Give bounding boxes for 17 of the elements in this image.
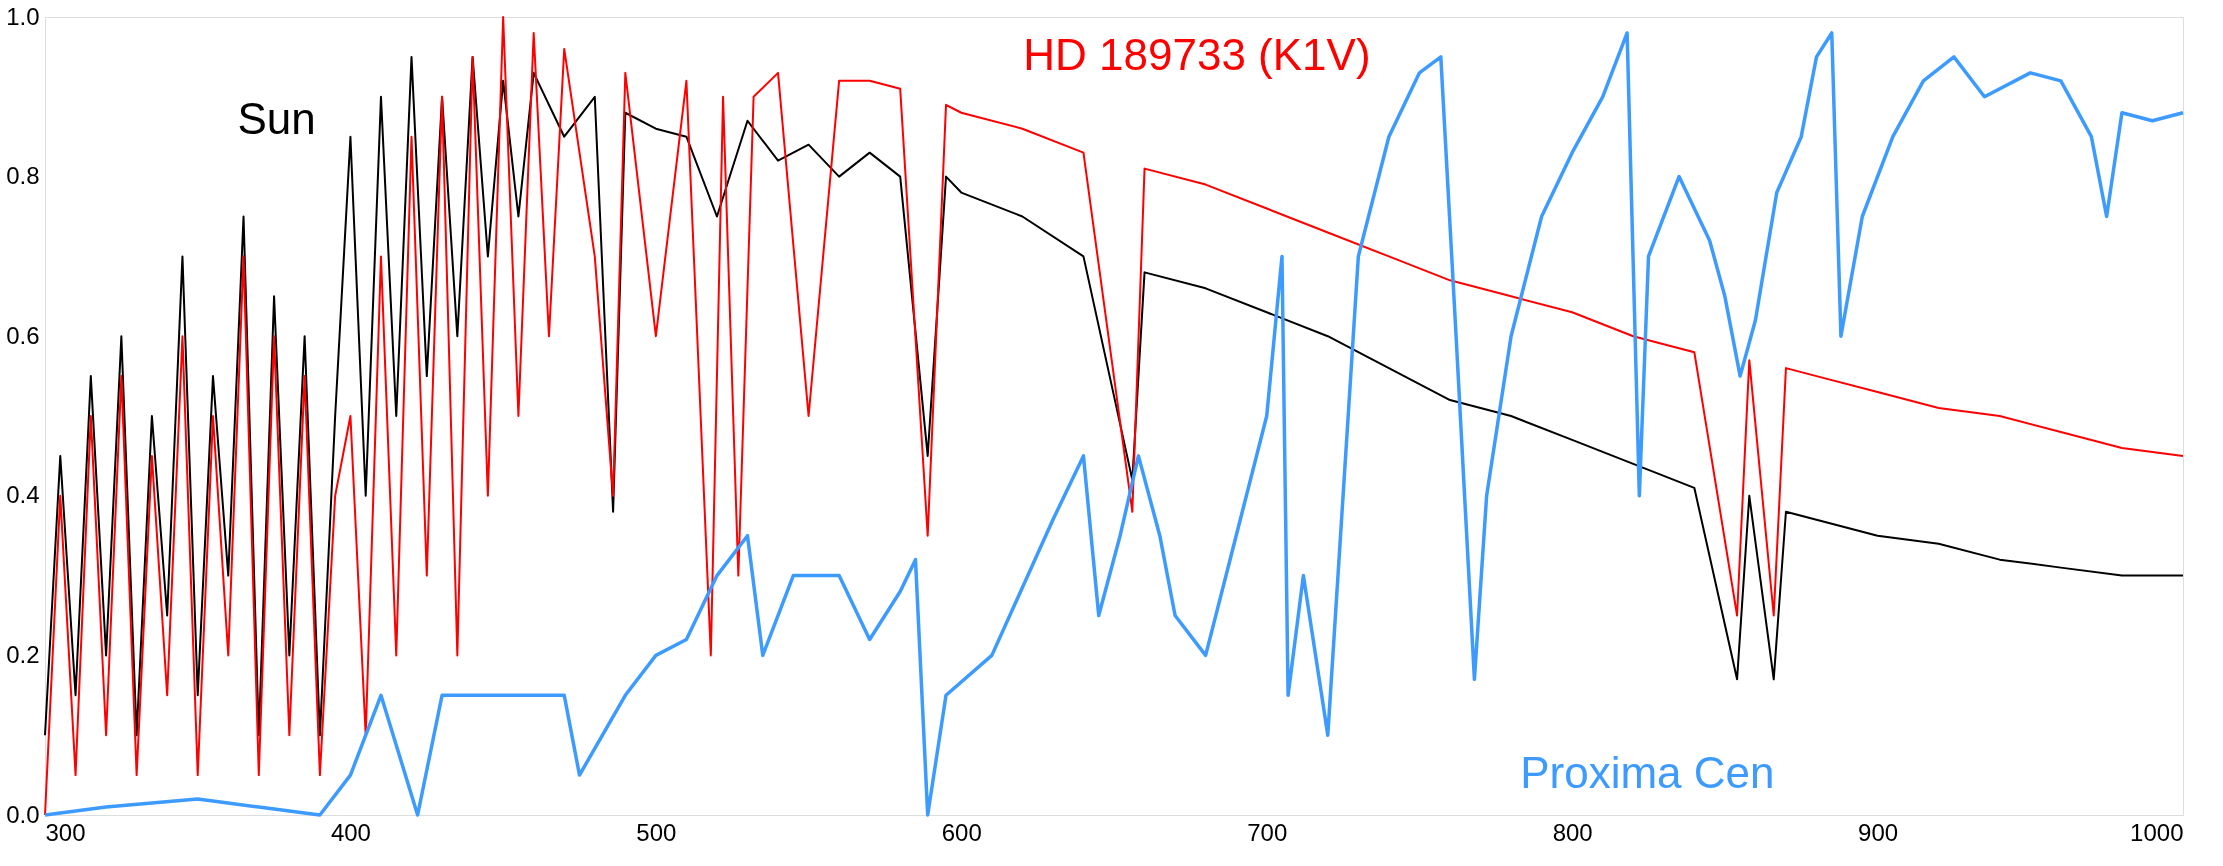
x-tick-label: 600 <box>941 818 982 846</box>
x-tick-label: 700 <box>1247 818 1288 846</box>
y-tick-label: 0.6 <box>6 321 40 349</box>
x-tick-label: 300 <box>45 818 86 846</box>
x-tick-label: 900 <box>1858 818 1899 846</box>
y-tick-label: 0.2 <box>6 640 40 668</box>
y-tick-label: 1.0 <box>6 2 40 30</box>
x-tick-label: 400 <box>330 818 371 846</box>
x-tick-label: 1000 <box>2130 818 2184 846</box>
y-tick-label: 0.8 <box>6 162 40 190</box>
series-label: HD 189733 (K1V) <box>1023 29 1371 79</box>
y-tick-label: 0.0 <box>6 800 40 828</box>
series-label: Sun <box>237 93 316 143</box>
x-tick-label: 800 <box>1552 818 1593 846</box>
series-label: Proxima Cen <box>1520 748 1775 798</box>
x-tick-label: 500 <box>636 818 677 846</box>
y-tick-label: 0.4 <box>6 481 40 509</box>
